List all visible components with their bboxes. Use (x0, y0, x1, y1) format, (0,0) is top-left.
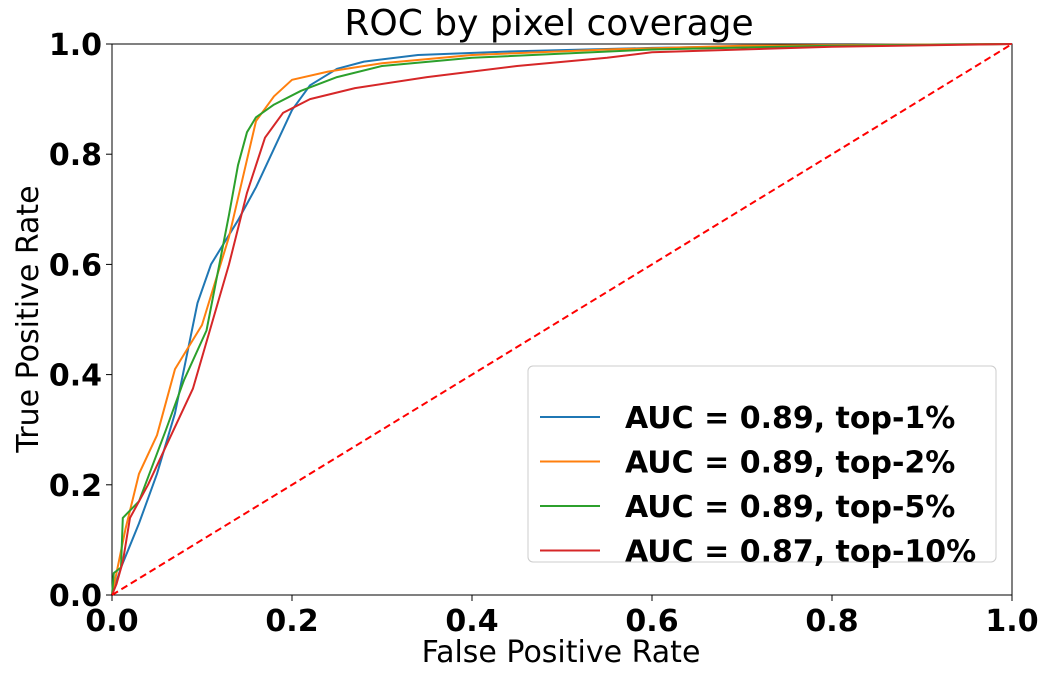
series-line-3 (111, 43, 1013, 596)
series-line-1 (111, 43, 1013, 596)
plot-frame (111, 43, 1013, 596)
series-line-0 (111, 43, 1013, 596)
y-axis-label: True Positive Rate (11, 185, 46, 453)
legend-entry: AUC = 0.87, top-10% (625, 535, 976, 570)
x-tick-label: 1.0 (985, 604, 1038, 639)
x-tick-label: 0.8 (805, 604, 858, 639)
x-tick-label: 0.4 (445, 604, 498, 639)
legend-box (527, 365, 997, 563)
x-tick-label: 0.2 (265, 604, 318, 639)
x-axis: 0.0 0.2 0.4 0.6 0.8 1.0 (85, 595, 1039, 639)
chart-title: ROC by pixel coverage (344, 3, 753, 44)
y-tick-label: 1.0 (49, 28, 102, 63)
legend-entry: AUC = 0.89, top-5% (625, 490, 955, 525)
y-tick-label: 0.2 (49, 469, 102, 504)
x-tick-label: 0.6 (625, 604, 678, 639)
legend-entry: AUC = 0.89, top-1% (625, 401, 955, 436)
y-tick-label: 0.4 (49, 359, 102, 394)
y-axis: 0.0 0.2 0.4 0.6 0.8 1.0 (49, 28, 112, 614)
series-line-2 (111, 43, 1013, 596)
y-tick-label: 0.8 (49, 138, 102, 173)
x-tick-label: 0.0 (85, 604, 138, 639)
x-axis-label: False Positive Rate (422, 635, 701, 670)
legend-entry: AUC = 0.89, top-2% (625, 446, 955, 481)
plot-area (111, 43, 1013, 596)
y-tick-label: 0.6 (49, 248, 102, 283)
y-tick-label: 0.0 (49, 579, 102, 614)
legend: AUC = 0.89, top-1% AUC = 0.89, top-2% AUC … (527, 365, 997, 570)
